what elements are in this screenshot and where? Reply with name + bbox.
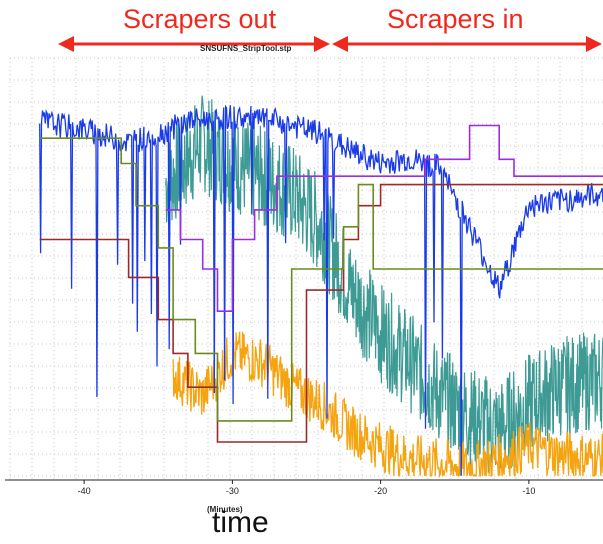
series-step-line-1: [165, 124, 603, 312]
series-line-low-fluctuating-signal: [172, 331, 603, 479]
chart-series: [39, 95, 603, 479]
annotation-scrapers-in: Scrapers in: [387, 4, 524, 34]
series-line-high-signal-with-spikes: [39, 104, 603, 476]
x-axis-unit: (Minutes): [207, 505, 243, 514]
x-tick-label: -10: [522, 486, 535, 496]
x-tick-labels: -40 -30 -20 -10: [78, 480, 535, 496]
chart-title: SNSUFNS_StripTool.stp: [200, 44, 292, 53]
x-tick-label: -30: [226, 486, 239, 496]
x-axis-label: time: [212, 506, 269, 539]
annotation-scrapers-out: Scrapers out: [123, 4, 277, 34]
series-step-line-3: [39, 137, 603, 422]
x-tick-label: -20: [374, 486, 387, 496]
scrapers-out-arrow: [58, 36, 330, 52]
x-tick-label: -40: [78, 486, 91, 496]
scrapers-in-arrow: [332, 36, 602, 52]
series-line-dense-fluctuating-signal: [165, 95, 603, 473]
